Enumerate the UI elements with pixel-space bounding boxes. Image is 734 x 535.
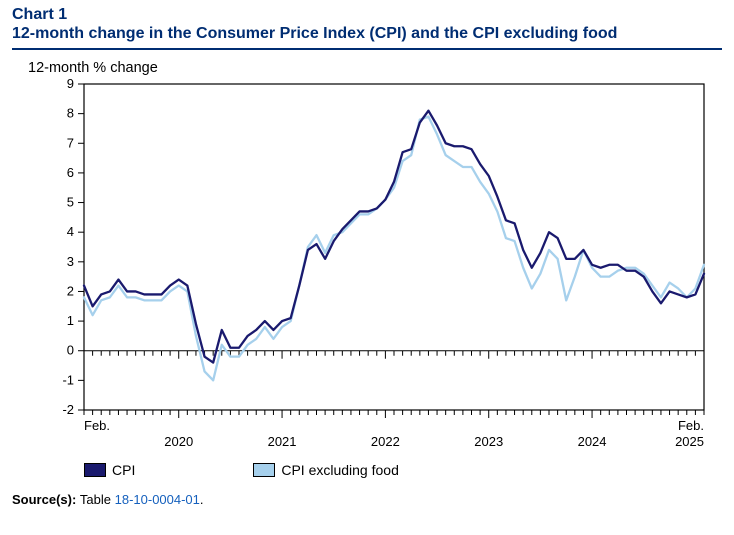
x-year-label: 2021 [268, 434, 297, 449]
source-suffix: . [200, 492, 204, 507]
y-tick-label: 5 [67, 195, 74, 210]
chart-plot-area: -2 -1 0 1 2 3 4 5 6 7 8 9 2020 2021 2022 2023 2024 Feb. Fe… [0, 76, 734, 460]
legend-item: CPI [84, 462, 135, 478]
legend-swatch [84, 463, 106, 477]
y-tick-label: 7 [67, 135, 74, 150]
y-axis-title: 12-month % change [28, 60, 734, 76]
legend-swatch [253, 463, 275, 477]
line-chart-svg: -2 -1 0 1 2 3 4 5 6 7 8 9 2020 2021 2022 2023 2024 Feb. Fe… [0, 76, 734, 460]
plot-frame [84, 84, 704, 410]
y-tick-label: 8 [67, 106, 74, 121]
x-year-label: 2020 [164, 434, 193, 449]
x-year-label: 2022 [371, 434, 400, 449]
x-year-label: 2024 [578, 434, 607, 449]
y-tick-label: -2 [62, 402, 74, 417]
legend-label: CPI [112, 462, 135, 478]
chart-number: Chart 1 [12, 6, 722, 24]
header-rule [12, 48, 722, 50]
y-tick-label: 3 [67, 254, 74, 269]
y-tick-label: 1 [67, 313, 74, 328]
x-end-label-bottom: 2025 [675, 434, 704, 449]
source-prefix: Source(s): [12, 492, 80, 507]
chart-title: 12-month change in the Consumer Price In… [12, 24, 722, 44]
legend: CPI CPI excluding food [0, 462, 734, 478]
source-link[interactable]: 18-10-0004-01 [115, 492, 200, 507]
source-text: Table [80, 492, 115, 507]
y-tick-label: 0 [67, 343, 74, 358]
series-cpi-excluding-food [84, 117, 704, 381]
x-year-label: 2023 [474, 434, 503, 449]
y-tick-label: 2 [67, 283, 74, 298]
legend-label: CPI excluding food [281, 462, 399, 478]
legend-item: CPI excluding food [253, 462, 399, 478]
source-line: Source(s): Table 18-10-0004-01. [0, 478, 734, 507]
y-tick-label: 6 [67, 165, 74, 180]
y-tick-label: -1 [62, 372, 74, 387]
x-start-label: Feb. [84, 418, 110, 433]
chart-header: Chart 1 12-month change in the Consumer … [0, 0, 734, 50]
y-tick-label: 9 [67, 76, 74, 91]
x-end-label-top: Feb. [678, 418, 704, 433]
series-cpi [84, 111, 704, 363]
y-tick-label: 4 [67, 224, 74, 239]
